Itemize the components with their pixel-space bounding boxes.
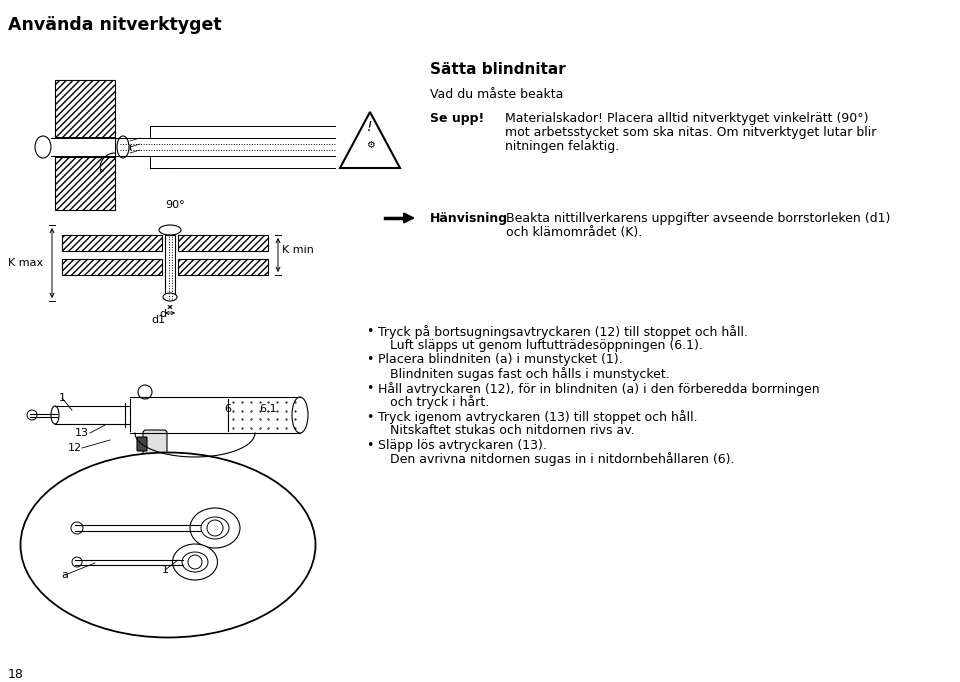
Text: •: • xyxy=(366,382,373,395)
Ellipse shape xyxy=(182,552,208,572)
Text: d: d xyxy=(158,309,166,319)
Text: 90°: 90° xyxy=(165,200,184,210)
Bar xyxy=(55,80,115,210)
Bar xyxy=(62,235,162,251)
Ellipse shape xyxy=(173,544,218,580)
Bar xyxy=(62,259,162,275)
Text: d1: d1 xyxy=(151,315,165,325)
Ellipse shape xyxy=(201,517,229,539)
Text: 1: 1 xyxy=(161,565,169,575)
Bar xyxy=(55,137,115,157)
Text: Sätta blindnitar: Sätta blindnitar xyxy=(430,62,565,77)
Text: Blindniten sugas fast och hålls i munstycket.: Blindniten sugas fast och hålls i munsty… xyxy=(390,367,670,381)
Text: 12: 12 xyxy=(68,443,83,453)
Bar xyxy=(178,235,268,251)
Text: Beakta nittillverkarens uppgifter avseende borrstorleken (d1): Beakta nittillverkarens uppgifter avseen… xyxy=(506,212,890,225)
Text: Tryck på bortsugningsavtryckaren (12) till stoppet och håll.: Tryck på bortsugningsavtryckaren (12) ti… xyxy=(378,325,748,339)
Ellipse shape xyxy=(292,397,308,433)
Text: •: • xyxy=(366,439,373,452)
Ellipse shape xyxy=(20,452,316,638)
Text: mot arbetsstycket som ska nitas. Om nitverktyget lutar blir: mot arbetsstycket som ska nitas. Om nitv… xyxy=(505,126,876,139)
Text: !: ! xyxy=(367,120,372,134)
Circle shape xyxy=(207,520,223,536)
Text: nitningen felaktig.: nitningen felaktig. xyxy=(505,140,619,153)
Text: •: • xyxy=(366,325,373,338)
Ellipse shape xyxy=(117,136,129,158)
Text: K max: K max xyxy=(8,258,43,268)
Text: K min: K min xyxy=(282,245,314,255)
Text: ⚙: ⚙ xyxy=(366,140,374,150)
Bar xyxy=(178,235,268,251)
Circle shape xyxy=(188,555,202,569)
Text: Luft släpps ut genom luftutträdesöppningen (6.1).: Luft släpps ut genom luftutträdesöppning… xyxy=(390,338,703,351)
Text: 6.1: 6.1 xyxy=(259,404,276,414)
Ellipse shape xyxy=(163,293,177,301)
Circle shape xyxy=(72,557,82,567)
Text: Nitskaftet stukas och nitdornen rivs av.: Nitskaftet stukas och nitdornen rivs av. xyxy=(390,424,635,437)
Text: Håll avtryckaren (12), för in blindniten (a) i den förberedda borrningen: Håll avtryckaren (12), för in blindniten… xyxy=(378,382,820,396)
Bar xyxy=(165,235,175,297)
Bar xyxy=(62,259,162,275)
Text: Materialskador! Placera alltid nitverktyget vinkelrätt (90°): Materialskador! Placera alltid nitverkty… xyxy=(505,112,869,125)
Text: 13: 13 xyxy=(75,428,89,438)
Text: 6: 6 xyxy=(225,404,231,414)
Circle shape xyxy=(71,522,83,534)
Text: Vad du måste beakta: Vad du måste beakta xyxy=(430,88,564,101)
Bar xyxy=(178,259,268,275)
Ellipse shape xyxy=(159,225,181,235)
Text: •: • xyxy=(366,353,373,366)
Circle shape xyxy=(27,410,37,420)
Text: Använda nitverktyget: Använda nitverktyget xyxy=(8,16,222,34)
Text: Placera blindniten (a) i munstycket (1).: Placera blindniten (a) i munstycket (1). xyxy=(378,353,623,366)
Text: 1: 1 xyxy=(59,393,65,403)
Text: Tryck igenom avtryckaren (13) till stoppet och håll.: Tryck igenom avtryckaren (13) till stopp… xyxy=(378,411,698,424)
Text: Hänvisning: Hänvisning xyxy=(430,212,508,225)
Text: Se upp!: Se upp! xyxy=(430,112,484,125)
Bar xyxy=(55,80,115,210)
Ellipse shape xyxy=(35,136,51,158)
Text: Släpp lös avtryckaren (13).: Släpp lös avtryckaren (13). xyxy=(378,439,547,452)
Text: a: a xyxy=(61,570,68,580)
Text: och tryck i hårt.: och tryck i hårt. xyxy=(390,396,490,409)
FancyBboxPatch shape xyxy=(137,437,147,451)
Text: Den avrivna nitdornen sugas in i nitdornbehållaren (6).: Den avrivna nitdornen sugas in i nitdorn… xyxy=(390,452,734,466)
Text: •: • xyxy=(366,411,373,424)
Circle shape xyxy=(138,385,152,399)
Bar xyxy=(178,259,268,275)
Text: 18: 18 xyxy=(8,668,24,681)
Ellipse shape xyxy=(190,508,240,548)
Bar xyxy=(62,235,162,251)
Text: och klämområdet (K).: och klämområdet (K). xyxy=(506,226,642,239)
FancyBboxPatch shape xyxy=(143,430,167,501)
Ellipse shape xyxy=(51,406,59,424)
